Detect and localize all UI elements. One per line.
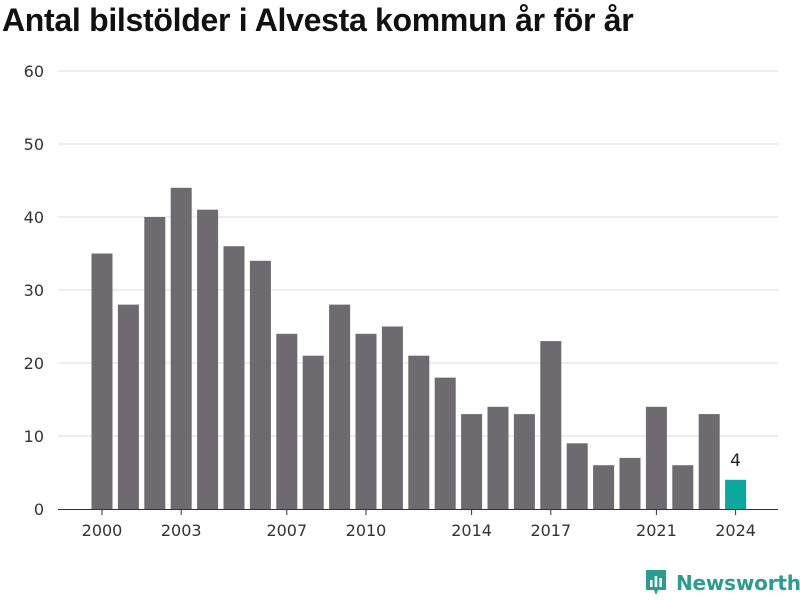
bar-2016 bbox=[513, 414, 535, 509]
bar-2015 bbox=[487, 406, 509, 509]
x-tick-label: 2003 bbox=[161, 521, 202, 540]
brand-name: Newsworthy bbox=[676, 571, 800, 595]
brand-logo: Newsworthy bbox=[644, 566, 800, 600]
y-tick-label: 60 bbox=[24, 62, 44, 81]
y-tick-label: 30 bbox=[24, 281, 44, 300]
bar-2021 bbox=[645, 406, 667, 509]
bar-2005 bbox=[223, 246, 245, 509]
bar-2014 bbox=[461, 414, 483, 509]
data-label-2024: 4 bbox=[730, 451, 741, 471]
bar-2007 bbox=[276, 333, 298, 509]
chart-title: Antal bilstölder i Alvesta kommun år för… bbox=[2, 2, 634, 38]
bar-2006 bbox=[249, 260, 271, 509]
bar-2020 bbox=[619, 457, 641, 509]
y-axis-ticks: 0 10 20 30 40 50 60 bbox=[24, 62, 44, 519]
bar-2000 bbox=[91, 253, 113, 509]
bar-2008 bbox=[302, 355, 324, 509]
bar-2013 bbox=[434, 377, 456, 509]
bar-2009 bbox=[329, 304, 351, 509]
bar-2022 bbox=[672, 465, 694, 509]
y-tick-label: 50 bbox=[24, 135, 44, 154]
bar-2002 bbox=[144, 217, 166, 509]
x-tick-label: 2024 bbox=[715, 521, 756, 540]
bar-2011 bbox=[381, 326, 403, 509]
bar-2019 bbox=[593, 465, 615, 509]
x-tick-label: 2007 bbox=[266, 521, 307, 540]
data-labels: 4 bbox=[730, 451, 741, 471]
bar-2012 bbox=[408, 355, 430, 509]
x-axis: 2000 2003 2007 2010 2014 2017 2021 2024 bbox=[58, 509, 778, 540]
bar-2023 bbox=[698, 414, 720, 509]
bar-2001 bbox=[117, 304, 139, 509]
x-tick-label: 2010 bbox=[346, 521, 387, 540]
x-tick-label: 2017 bbox=[530, 521, 571, 540]
newsworthy-logo-icon bbox=[646, 570, 666, 595]
bar-2017 bbox=[540, 341, 562, 509]
bar-2004 bbox=[197, 209, 219, 509]
y-tick-label: 20 bbox=[24, 354, 44, 373]
bar-2010 bbox=[355, 333, 377, 509]
bar-2003 bbox=[170, 187, 192, 510]
y-tick-label: 40 bbox=[24, 208, 44, 227]
x-tick-label: 2021 bbox=[636, 521, 677, 540]
bar-2024 bbox=[725, 479, 747, 509]
y-tick-label: 10 bbox=[24, 427, 44, 446]
y-tick-label: 0 bbox=[34, 500, 44, 519]
bars bbox=[91, 187, 747, 510]
x-tick-label: 2000 bbox=[82, 521, 123, 540]
x-tick-label: 2014 bbox=[451, 521, 492, 540]
bar-2018 bbox=[566, 443, 588, 509]
